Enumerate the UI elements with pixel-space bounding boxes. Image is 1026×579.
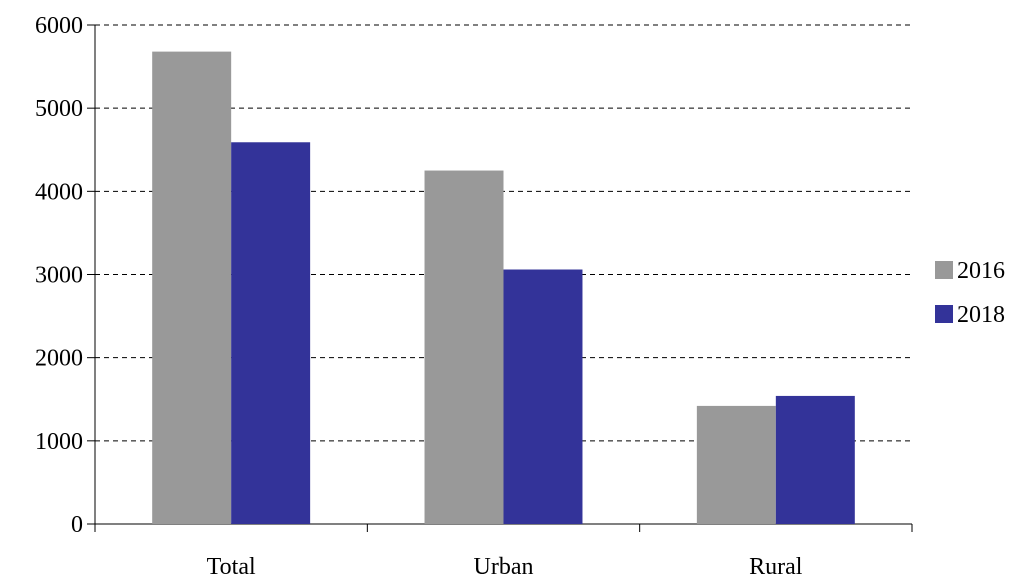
y-tick-label: 2000 bbox=[35, 346, 83, 372]
legend: 2016 2018 bbox=[935, 258, 1005, 328]
x-category-label: Total bbox=[207, 554, 256, 579]
legend-label: 2018 bbox=[957, 302, 1005, 328]
bar-total-2018 bbox=[231, 142, 311, 524]
y-tick-label: 3000 bbox=[35, 263, 83, 289]
y-tick-label: 6000 bbox=[35, 13, 83, 39]
bar-rural-2016 bbox=[696, 405, 776, 524]
y-tick-label: 5000 bbox=[35, 96, 83, 122]
bar-total-2016 bbox=[152, 51, 232, 524]
x-category-label: Rural bbox=[749, 554, 803, 579]
x-axis-category-labels: Total Urban Rural bbox=[207, 554, 803, 579]
y-tick-label: 0 bbox=[71, 512, 83, 538]
legend-swatch-2018 bbox=[935, 305, 953, 323]
y-tick-label: 1000 bbox=[35, 429, 83, 455]
bar-urban-2018 bbox=[503, 269, 583, 524]
legend-swatch-2016 bbox=[935, 261, 953, 279]
bar-rural-2018 bbox=[775, 395, 855, 524]
y-tick-label: 4000 bbox=[35, 179, 83, 205]
bar-urban-2016 bbox=[424, 170, 504, 524]
bars bbox=[152, 51, 855, 524]
legend-label: 2016 bbox=[957, 258, 1005, 284]
x-category-label: Urban bbox=[474, 554, 534, 579]
y-axis-tick-labels: 0 1000 2000 3000 4000 5000 6000 bbox=[35, 13, 83, 538]
